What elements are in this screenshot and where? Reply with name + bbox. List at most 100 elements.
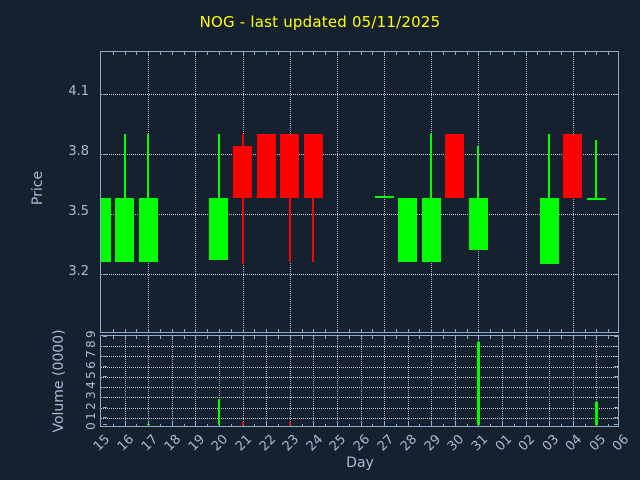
volume-gridline xyxy=(101,407,618,409)
x-tick xyxy=(207,329,209,332)
x-tick xyxy=(384,336,386,339)
x-tick xyxy=(336,336,338,339)
day-tick-label: 30 xyxy=(445,432,468,455)
x-tick xyxy=(325,329,327,332)
x-tick xyxy=(596,52,598,55)
x-tick xyxy=(195,336,197,339)
day-tick-label: 21 xyxy=(232,432,256,455)
day-tick-label: 16 xyxy=(114,432,138,455)
y-tick xyxy=(103,153,108,155)
volume-gridline xyxy=(101,366,618,368)
day-tick-label: 22 xyxy=(256,432,279,455)
x-tick xyxy=(395,329,397,332)
x-tick xyxy=(313,336,315,339)
x-tick xyxy=(171,52,173,55)
x-tick xyxy=(419,336,421,339)
candle-body-up xyxy=(101,198,111,262)
x-tick xyxy=(159,423,161,426)
volume-gridline xyxy=(101,397,618,399)
x-tick xyxy=(313,422,315,426)
day-gridline xyxy=(525,52,527,332)
day-gridline xyxy=(431,336,433,426)
y-tick xyxy=(613,213,618,215)
x-tick xyxy=(183,52,185,55)
x-tick xyxy=(537,423,539,426)
x-tick xyxy=(419,329,421,332)
x-tick xyxy=(195,52,197,55)
x-tick xyxy=(561,329,563,332)
x-tick xyxy=(266,336,268,339)
x-tick xyxy=(171,422,173,426)
candle-body-up xyxy=(398,198,418,262)
x-tick xyxy=(289,336,291,339)
x-tick xyxy=(277,329,279,332)
price-axis-label: Price xyxy=(30,170,46,206)
price-panel xyxy=(100,51,619,333)
x-tick xyxy=(112,329,114,332)
x-tick xyxy=(230,329,232,332)
x-tick xyxy=(230,336,232,339)
day-gridline xyxy=(218,336,220,426)
candle-wick xyxy=(217,134,220,260)
x-tick xyxy=(336,329,338,332)
candle-body-up xyxy=(539,198,559,264)
x-tick xyxy=(289,329,291,332)
day-gridline xyxy=(336,336,338,426)
volume-bar-up xyxy=(217,399,221,425)
x-tick xyxy=(525,52,527,55)
day-tick-label: 05 xyxy=(586,432,610,455)
day-gridline xyxy=(407,336,409,426)
x-tick xyxy=(325,423,327,426)
day-gridline xyxy=(313,336,315,426)
y-tick xyxy=(614,376,618,378)
day-tick-label: 24 xyxy=(303,432,326,455)
x-tick xyxy=(431,336,433,339)
x-tick xyxy=(254,336,256,339)
x-tick xyxy=(266,422,268,426)
x-tick xyxy=(171,336,173,339)
y-tick xyxy=(614,423,618,425)
day-gridline xyxy=(171,336,173,426)
y-tick xyxy=(103,273,108,275)
x-tick xyxy=(336,422,338,426)
x-tick xyxy=(136,336,138,339)
x-tick xyxy=(431,329,433,332)
x-tick xyxy=(266,329,268,332)
day-tick-label: 20 xyxy=(209,432,232,455)
x-tick xyxy=(360,336,362,339)
x-tick xyxy=(372,423,374,426)
volume-bar-up xyxy=(147,423,150,425)
day-tick-label: 04 xyxy=(563,432,586,455)
x-tick xyxy=(608,329,610,332)
x-tick xyxy=(242,52,244,55)
y-tick xyxy=(103,336,107,337)
x-tick xyxy=(384,422,386,426)
x-tick xyxy=(136,52,138,55)
x-tick xyxy=(230,423,232,426)
x-tick xyxy=(478,329,480,332)
price-gridline xyxy=(101,274,618,275)
x-tick xyxy=(395,52,397,55)
day-tick-label: 19 xyxy=(185,432,208,455)
x-tick xyxy=(218,336,220,339)
x-tick xyxy=(584,336,586,339)
x-tick xyxy=(502,422,504,426)
x-tick xyxy=(419,423,421,426)
candle-wick xyxy=(241,134,244,264)
x-tick xyxy=(207,52,209,55)
x-tick xyxy=(301,336,303,339)
x-tick xyxy=(348,336,350,339)
x-tick xyxy=(502,336,504,339)
day-gridline xyxy=(384,336,386,426)
x-tick xyxy=(596,336,598,339)
day-gridline xyxy=(289,336,291,426)
x-tick xyxy=(407,52,409,55)
x-tick xyxy=(502,329,504,332)
day-gridline xyxy=(454,336,456,426)
x-tick xyxy=(372,52,374,55)
day-tick-label: 18 xyxy=(162,432,185,455)
x-tick xyxy=(372,329,374,332)
x-tick xyxy=(360,52,362,55)
volume-gridline xyxy=(101,346,618,348)
candle-body-up xyxy=(468,198,488,250)
